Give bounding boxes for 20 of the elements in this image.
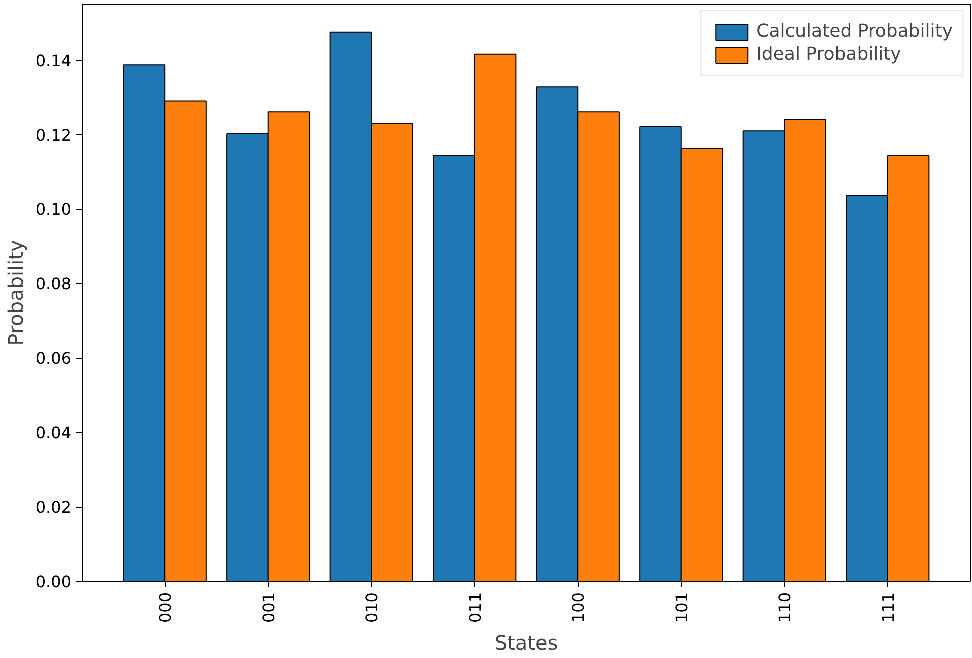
x-tick-label: 101 [672, 592, 692, 624]
y-tick-label: 0.00 [36, 572, 72, 592]
x-tick-label: 111 [878, 592, 898, 624]
x-tick-label: 100 [569, 592, 588, 624]
y-tick-label: 0.02 [36, 498, 72, 518]
x-tick-label: 011 [466, 592, 485, 624]
legend-label: Ideal Probability [756, 44, 902, 65]
y-tick-label: 0.04 [36, 424, 72, 443]
legend-label: Calculated Probability [756, 21, 953, 42]
x-axis-title: States [494, 631, 558, 656]
y-tick-label: 0.10 [36, 200, 72, 220]
x-tick-label: 000 [156, 592, 176, 624]
y-tick-label: 0.06 [36, 349, 72, 368]
y-tick-label: 0.12 [36, 126, 72, 145]
y-tick-label: 0.14 [36, 51, 72, 70]
y-axis-title: Probability [4, 240, 28, 346]
x-tick-label: 001 [259, 592, 278, 624]
y-tick-label: 0.08 [36, 274, 72, 294]
x-tick-label: 110 [776, 592, 795, 624]
x-tick-label: 010 [362, 592, 382, 624]
